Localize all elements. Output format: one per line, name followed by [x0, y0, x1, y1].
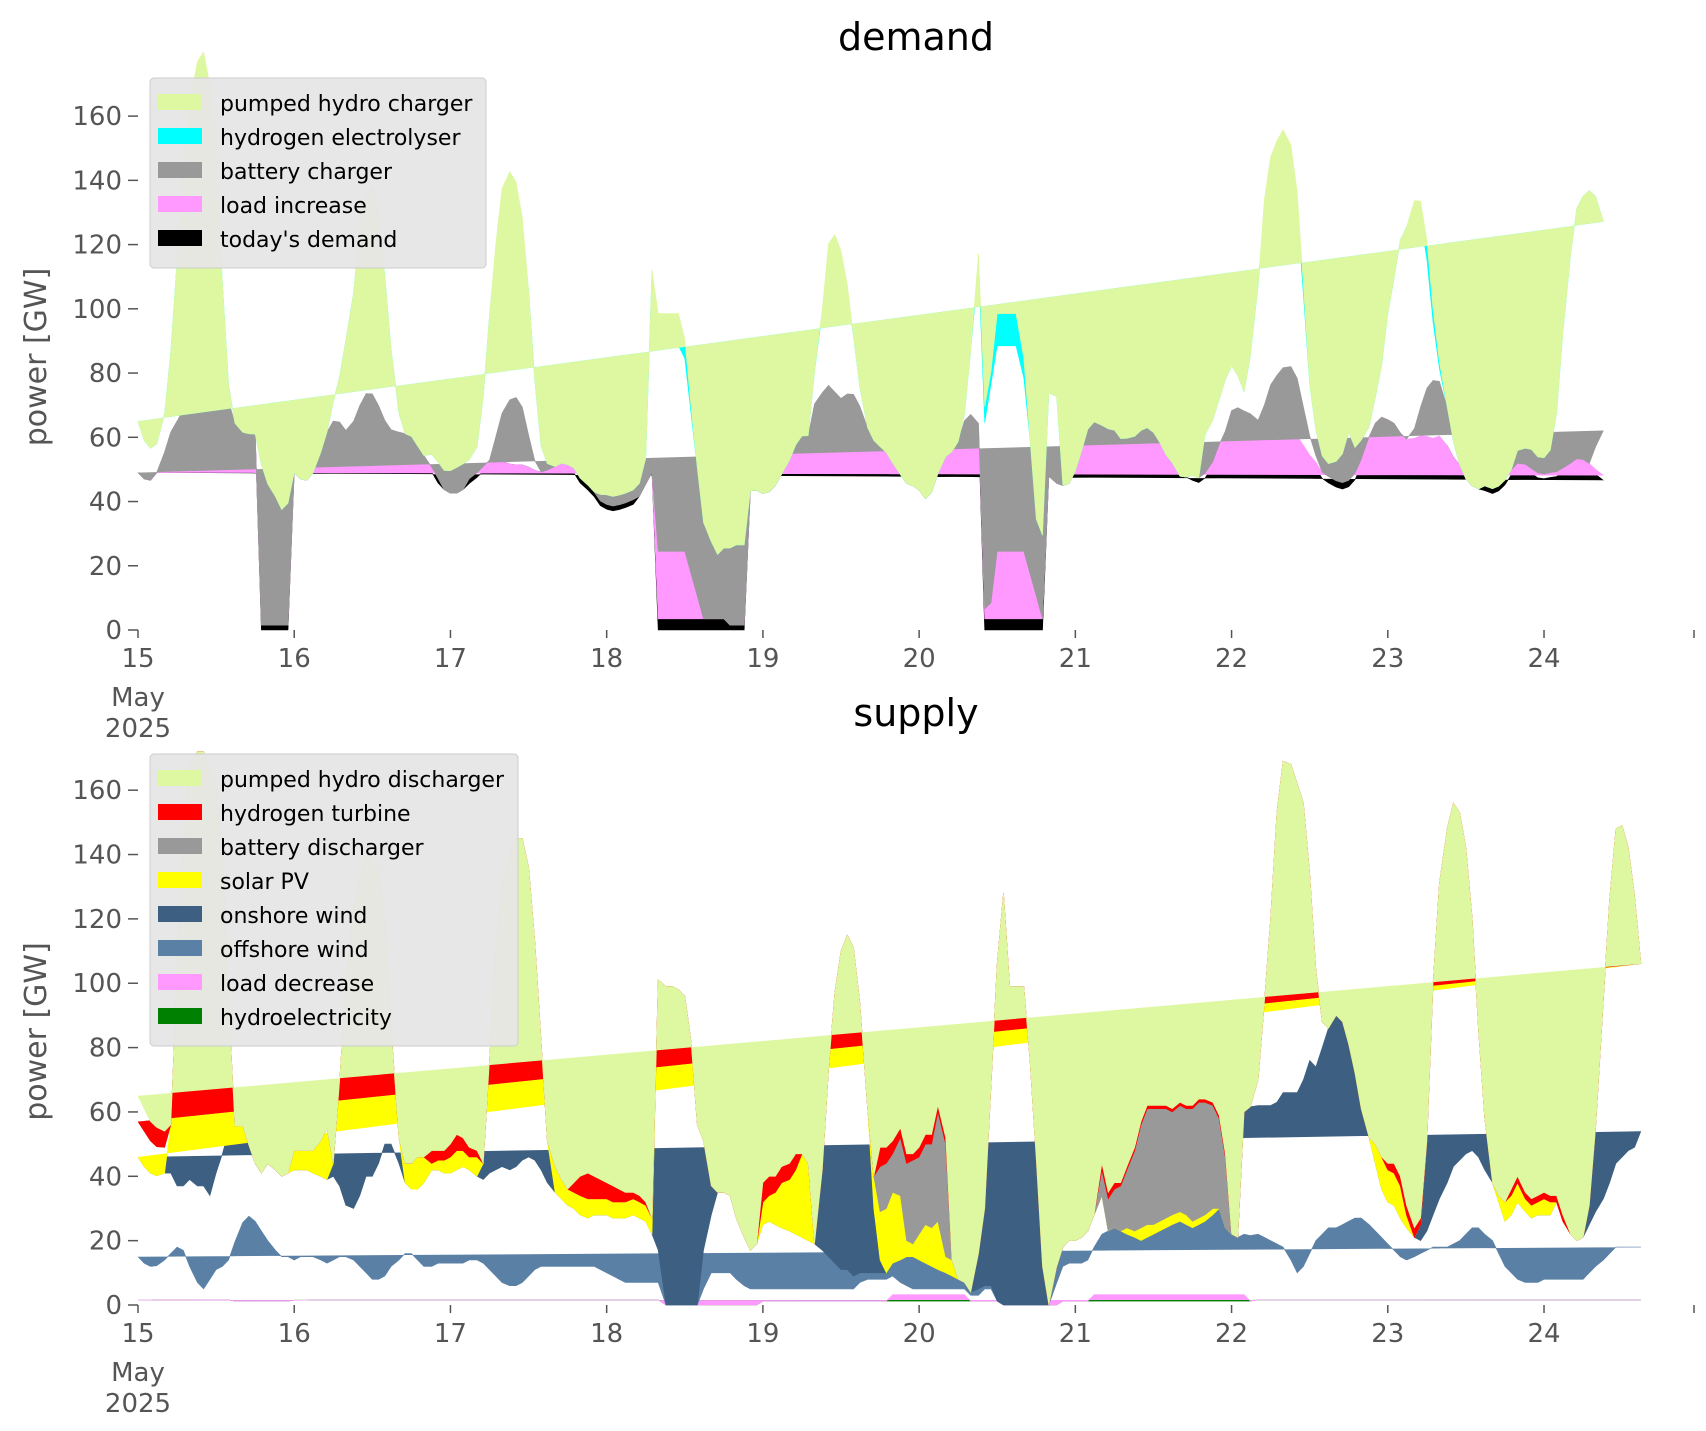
y-tick-label: 80	[89, 359, 122, 389]
y-tick-label: 40	[89, 488, 122, 518]
x-tick-label: 24	[1527, 644, 1560, 674]
x-tick-label: 21	[1059, 644, 1092, 674]
y-tick-label: 20	[89, 552, 122, 582]
y-tick-label: 20	[89, 1227, 122, 1257]
legend-box	[149, 753, 519, 1047]
x-tick-label: 15	[121, 1319, 154, 1349]
series-area-hydroelectricity	[138, 1299, 1641, 1306]
legend-box	[149, 77, 487, 269]
x-tick-label: 15	[121, 644, 154, 674]
x-tick-label: 18	[590, 644, 623, 674]
chart-title: demand	[838, 15, 994, 59]
legend-swatch	[158, 838, 202, 854]
y-tick-label: 160	[72, 102, 122, 132]
legend-label: hydrogen turbine	[220, 802, 411, 827]
y-tick-label: 0	[105, 1291, 122, 1321]
legend-swatch	[158, 804, 202, 820]
legend-label: onshore wind	[220, 904, 367, 929]
legend-label: solar PV	[220, 870, 309, 895]
y-tick-label: 60	[89, 1098, 122, 1128]
legend-label: pumped hydro discharger	[220, 768, 505, 793]
y-tick-label: 60	[89, 423, 122, 453]
x-tick-label: 21	[1059, 1319, 1092, 1349]
legend: pumped hydro charger hydrogen electrolyse…	[149, 77, 487, 269]
legend-swatch	[158, 872, 202, 888]
x-tick-label: 19	[746, 644, 779, 674]
legend-swatch	[158, 940, 202, 956]
legend-label: today's demand	[220, 228, 397, 253]
legend-label: load decrease	[220, 972, 374, 997]
y-tick-label: 140	[72, 166, 122, 196]
x-tick-label: 22	[1215, 1319, 1248, 1349]
legend-label: pumped hydro charger	[220, 92, 473, 117]
y-axis-label: power [GW]	[19, 942, 54, 1121]
x-tick-label: 17	[434, 644, 467, 674]
legend-label: load increase	[220, 194, 367, 219]
demand-chart: demand 0 20 40 60 80 100 120 140 160 power [GW] 15 1…	[19, 15, 1695, 744]
x-tick-label: 20	[903, 1319, 936, 1349]
legend-swatch	[158, 974, 202, 990]
series-area-load-decrease	[138, 1294, 1641, 1306]
x-tick-label: 17	[434, 1319, 467, 1349]
legend-label: battery discharger	[220, 836, 425, 861]
x-year-label: 2025	[105, 714, 171, 744]
y-tick-label: 120	[72, 231, 122, 261]
x-tick-label: 16	[278, 1319, 311, 1349]
x-tick-label: 16	[278, 644, 311, 674]
legend-label: offshore wind	[220, 938, 369, 963]
x-month-label: May	[111, 1358, 165, 1388]
x-year-label: 2025	[105, 1389, 171, 1419]
y-tick-label: 100	[72, 295, 122, 325]
chart-title: supply	[853, 691, 978, 735]
x-tick-label: 22	[1215, 644, 1248, 674]
legend-swatch	[158, 196, 202, 212]
supply-chart: supply 0 20 40 60 80 100 120 140 160 power [GW] 15 1…	[19, 691, 1695, 1419]
x-tick-label: 24	[1527, 1319, 1560, 1349]
x-tick-label: 23	[1371, 644, 1404, 674]
y-tick-label: 80	[89, 1034, 122, 1064]
legend-swatch	[158, 128, 202, 144]
legend-label: hydroelectricity	[220, 1006, 392, 1031]
legend-swatch	[158, 230, 202, 246]
y-tick-label: 140	[72, 841, 122, 871]
x-tick-label: 18	[590, 1319, 623, 1349]
x-month-label: May	[111, 683, 165, 713]
y-tick-label: 0	[105, 616, 122, 646]
y-tick-label: 160	[72, 776, 122, 806]
y-tick-label: 40	[89, 1162, 122, 1192]
x-tick-label: 20	[903, 644, 936, 674]
x-tick-label: 23	[1371, 1319, 1404, 1349]
x-tick-label: 19	[746, 1319, 779, 1349]
y-tick-label: 120	[72, 905, 122, 935]
legend-label: hydrogen electrolyser	[220, 126, 461, 151]
legend-label: battery charger	[220, 160, 393, 185]
legend: pumped hydro discharger hydrogen turbine b…	[149, 753, 519, 1047]
legend-swatch	[158, 906, 202, 922]
legend-swatch	[158, 94, 202, 110]
legend-swatch	[158, 770, 202, 786]
legend-swatch	[158, 162, 202, 178]
y-axis-label: power [GW]	[19, 268, 54, 447]
y-tick-label: 100	[72, 969, 122, 999]
legend-swatch	[158, 1008, 202, 1024]
